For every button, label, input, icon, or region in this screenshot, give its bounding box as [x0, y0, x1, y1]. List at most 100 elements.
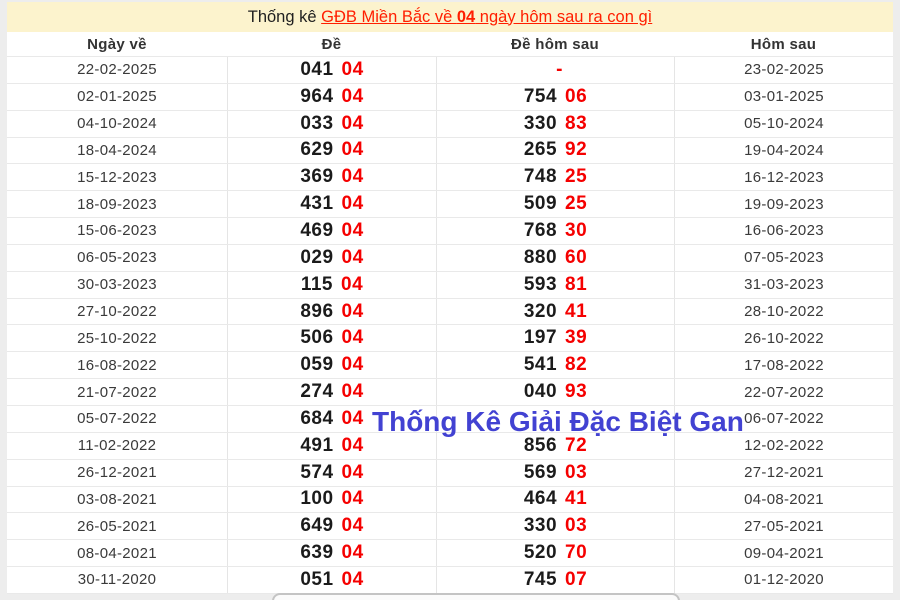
cell-date: 25-10-2022	[77, 329, 157, 347]
cell-next-date: 05-10-2024	[674, 110, 893, 137]
cell-de-hom-sau: -	[436, 57, 674, 83]
table-row: 25-10-2022 506 04 197 39 26-10-2022	[7, 324, 893, 352]
de-main-digits: 033	[300, 112, 334, 134]
de-hit-digits: 04	[341, 219, 364, 241]
next-main-digits: 593	[523, 273, 558, 295]
cell-date: 22-02-2025	[77, 61, 157, 79]
cell-de-hom-sau: 330 03	[436, 513, 674, 540]
table-row: 30-11-2020 051 04 745 07 01-12-2020	[7, 566, 893, 593]
de-main-digits: 059	[300, 354, 334, 376]
cell-next-date: 22-07-2022	[674, 379, 893, 405]
next-hit-digits: 39	[565, 327, 588, 349]
title-link-pre: GĐB Miền Bắc về	[321, 7, 457, 26]
next-hit-digits: 41	[565, 300, 588, 322]
cell-date: 15-06-2023	[77, 222, 157, 240]
cell-de-hom-sau: 745 07	[436, 567, 674, 593]
cell-de: 491 04	[227, 432, 436, 459]
cell-next-date: 28-10-2022	[674, 298, 893, 325]
de-hit-digits: 04	[341, 542, 364, 564]
cell-next-date: 23-02-2025	[674, 57, 893, 83]
cell-de: 574 04	[227, 459, 436, 486]
de-main-digits: 029	[300, 246, 334, 268]
de-hit-digits: 04	[341, 515, 364, 537]
cell-date: 18-04-2024	[77, 141, 157, 159]
table-row: 02-01-2025 964 04 754 06 03-01-2025	[7, 82, 893, 110]
cell-de: 369 04	[227, 164, 436, 191]
de-hit-digits: 04	[341, 300, 364, 322]
de-hit-digits: 04	[341, 381, 364, 403]
next-main-digits: 509	[523, 193, 558, 215]
de-main-digits: 629	[300, 139, 334, 161]
next-hit-digits: 60	[565, 246, 588, 268]
cell-de: 033 04	[227, 110, 436, 137]
table-row: 27-10-2022 896 04 320 41 28-10-2022	[7, 297, 893, 325]
next-main-digits: 754	[523, 85, 558, 107]
title-link-number: 04	[456, 7, 476, 26]
de-main-digits: 896	[300, 300, 334, 322]
next-main-digits: 880	[523, 246, 558, 268]
cell-de-hom-sau: 509 25	[436, 191, 674, 218]
cell-de-hom-sau: 768 30	[436, 218, 674, 244]
cell-date: 05-07-2022	[77, 410, 157, 428]
cell-de-hom-sau: 748 25	[436, 164, 674, 191]
next-hit-digits: 03	[565, 515, 588, 537]
next-hit-digits: 92	[565, 139, 588, 161]
de-hit-digits: 04	[341, 354, 364, 376]
cell-date: 18-09-2023	[77, 195, 157, 213]
table-row: 03-08-2021 100 04 464 41 04-08-2021	[7, 485, 893, 513]
table-row: 26-12-2021 574 04 569 03 27-12-2021	[7, 458, 893, 486]
cell-next-date: 19-09-2023	[674, 191, 893, 218]
cell-de-hom-sau: 593 81	[436, 271, 674, 298]
next-main-digits: 745	[523, 568, 558, 590]
next-main-digits: 464	[523, 488, 558, 510]
next-main-digits: 541	[523, 354, 558, 376]
table-row: 15-12-2023 369 04 748 25 16-12-2023	[7, 163, 893, 191]
bottom-partial-control[interactable]	[272, 593, 680, 600]
de-hit-digits: 04	[341, 273, 364, 295]
de-main-digits: 369	[300, 166, 334, 188]
next-hit-digits: 25	[565, 166, 588, 188]
table-row: 04-10-2024 033 04 330 83 05-10-2024	[7, 109, 893, 137]
cell-de-hom-sau: 754 06	[436, 83, 674, 110]
cell-de-hom-sau: 541 82	[436, 352, 674, 379]
next-main-digits: 330	[523, 515, 558, 537]
de-main-digits: 431	[300, 193, 334, 215]
de-hit-digits: 04	[341, 434, 364, 456]
de-hit-digits: 04	[341, 58, 364, 80]
table-row: 08-04-2021 639 04 520 70 09-04-2021	[7, 539, 893, 567]
title-prefix: Thống kê	[247, 7, 322, 26]
cell-next-date: 16-06-2023	[674, 218, 893, 244]
de-hit-digits: 04	[341, 568, 364, 590]
de-main-digits: 469	[300, 219, 334, 241]
cell-de: 115 04	[227, 271, 436, 298]
next-hit-digits: 72	[565, 434, 588, 456]
cell-next-date: 19-04-2024	[674, 137, 893, 164]
cell-de-hom-sau: 880 60	[436, 244, 674, 271]
table-row: 05-07-2022 684 04 06-07-2022	[7, 404, 893, 432]
cell-de-hom-sau: 464 41	[436, 486, 674, 513]
page-title: Thống kê GĐB Miền Bắc về 04 ngày hôm sau…	[7, 2, 893, 32]
cell-next-date: 06-07-2022	[674, 405, 893, 432]
cell-de-hom-sau	[436, 405, 674, 432]
column-header-ngay-ve: Ngày về	[87, 35, 147, 53]
cell-next-date: 07-05-2023	[674, 244, 893, 271]
de-hit-digits: 04	[341, 193, 364, 215]
cell-de-hom-sau: 040 93	[436, 379, 674, 405]
de-hit-digits: 04	[341, 139, 364, 161]
cell-de: 639 04	[227, 540, 436, 567]
next-hit-digits: 83	[565, 112, 588, 134]
cell-date: 16-08-2022	[77, 356, 157, 374]
cell-de: 100 04	[227, 486, 436, 513]
stats-table: Thống kê GĐB Miền Bắc về 04 ngày hôm sau…	[7, 2, 893, 594]
next-hit-digits: 25	[565, 193, 588, 215]
de-hit-digits: 04	[341, 246, 364, 268]
de-main-digits: 041	[300, 58, 334, 80]
next-main-digits: 768	[523, 219, 558, 241]
next-main-digits: 197	[523, 327, 558, 349]
cell-de-hom-sau: 520 70	[436, 540, 674, 567]
next-main-digits: 265	[523, 139, 558, 161]
cell-de: 029 04	[227, 244, 436, 271]
de-main-digits: 506	[300, 327, 334, 349]
title-link[interactable]: GĐB Miền Bắc về 04 ngày hôm sau ra con g…	[321, 8, 652, 27]
cell-date: 27-10-2022	[77, 303, 157, 321]
